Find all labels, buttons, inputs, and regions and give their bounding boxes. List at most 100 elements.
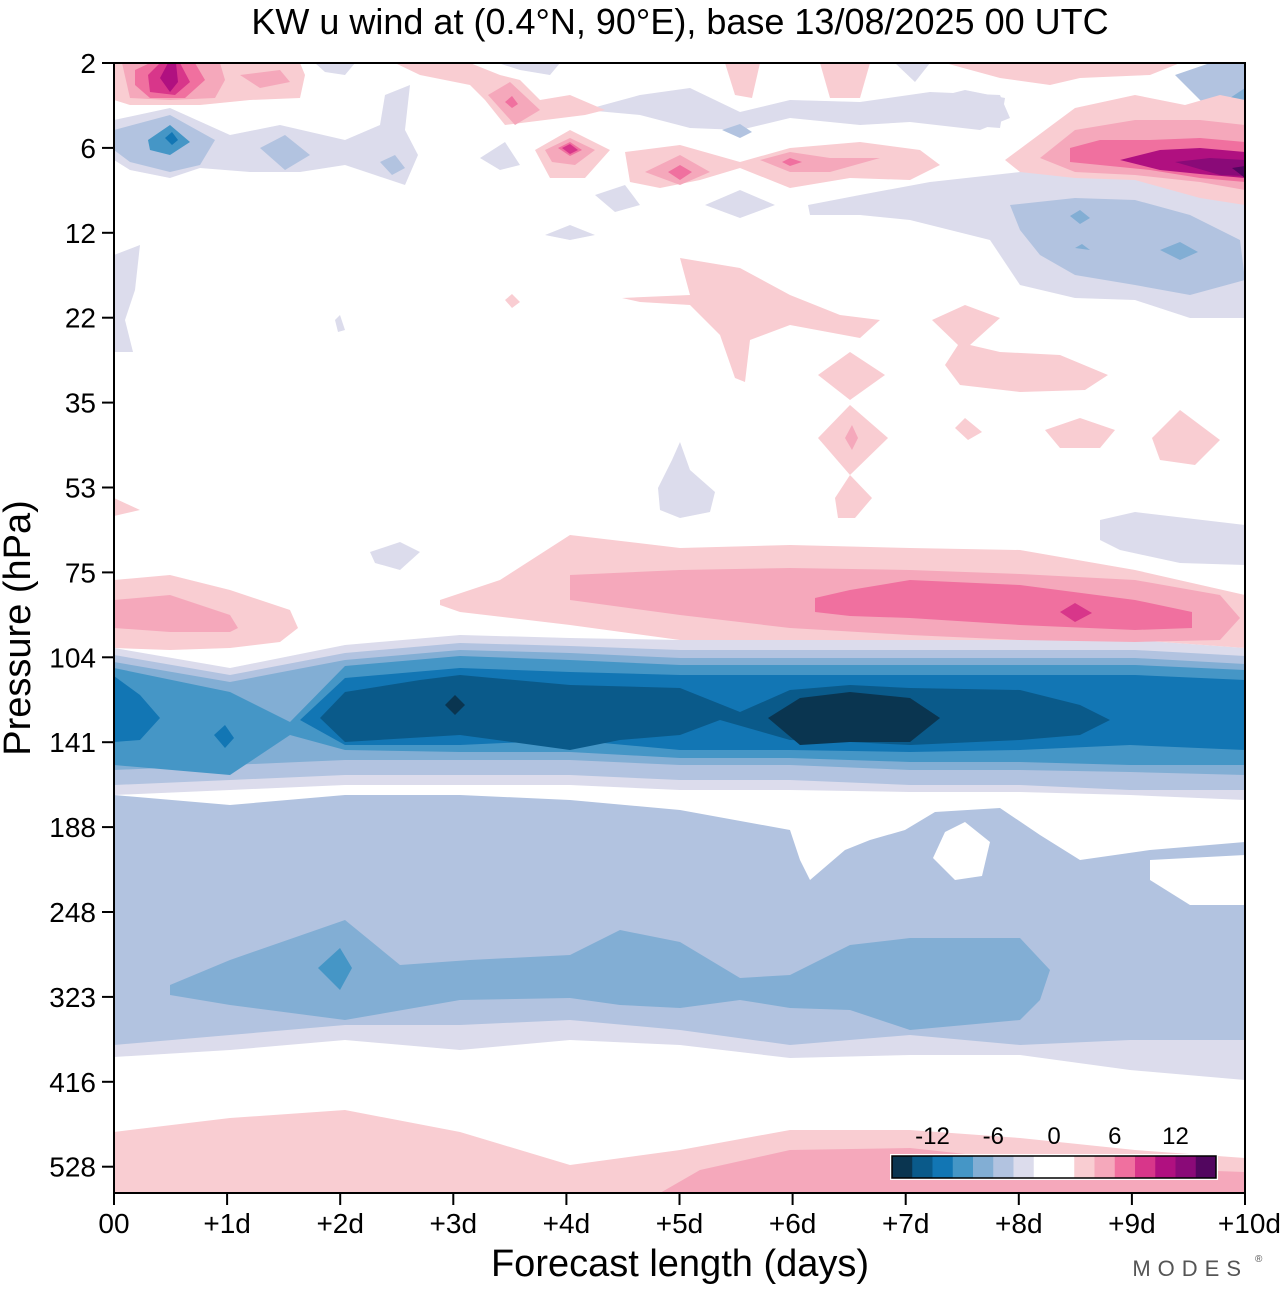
contour-53-neg-2-right bbox=[1100, 512, 1245, 565]
contour-65-neg-2 bbox=[370, 542, 420, 570]
contour-6-neg-mid-c bbox=[722, 124, 752, 138]
watermark-registered: ® bbox=[1255, 1254, 1263, 1265]
contour-6-pos-2 bbox=[535, 130, 940, 188]
contour-30-pos-2 bbox=[818, 352, 885, 400]
contour-40-pos-right-a bbox=[1045, 418, 1115, 448]
y-tick-label: 75 bbox=[65, 557, 96, 588]
y-tick-label: 188 bbox=[49, 812, 96, 843]
contour-12-neg-4 bbox=[1010, 198, 1245, 295]
contour-50-pos-left bbox=[114, 498, 140, 516]
y-tick-label: 22 bbox=[65, 303, 96, 334]
contour-85-pos-8 bbox=[1060, 603, 1092, 622]
contour-40-pos-4 bbox=[845, 425, 858, 450]
contour-6-pos-4 bbox=[545, 138, 880, 185]
y-tick-label: 248 bbox=[49, 897, 96, 928]
contour-2-pos-10 bbox=[160, 63, 178, 92]
contour-40-pos-2-b bbox=[835, 475, 872, 518]
contour-290-neg-6 bbox=[170, 920, 1050, 1030]
contour-2-neg-top-a bbox=[315, 63, 355, 75]
colorbar-swatch bbox=[1195, 1156, 1217, 1178]
colorbar-swatch bbox=[973, 1156, 994, 1178]
colorbar-tick-label: 12 bbox=[1162, 1123, 1189, 1150]
colorbar-swatch bbox=[1155, 1156, 1176, 1178]
contour-top-pos-right-b bbox=[820, 63, 870, 98]
y-tick-label: 6 bbox=[80, 133, 96, 164]
y-tick-label: 35 bbox=[65, 388, 96, 419]
contour-6-late-pos-16 bbox=[1232, 166, 1245, 178]
contour-fill-layer bbox=[114, 63, 1245, 1193]
colorbar-swatch bbox=[1114, 1156, 1136, 1178]
x-axis-label: Forecast length (days) bbox=[491, 1243, 869, 1285]
colorbar-tick-label: -6 bbox=[983, 1123, 1004, 1150]
x-tick-label: +10d bbox=[1218, 1208, 1280, 1239]
y-tick-label: 323 bbox=[49, 982, 96, 1013]
contour-22-neg-spot bbox=[335, 315, 345, 332]
contour-22-pos-spot bbox=[505, 294, 520, 308]
contour-85-pos-6 bbox=[815, 580, 1192, 630]
x-tick-label: +3d bbox=[430, 1208, 478, 1239]
contour-6-pos-6 bbox=[558, 142, 802, 180]
y-tick-label: 53 bbox=[65, 473, 96, 504]
x-tick-label: +9d bbox=[1108, 1208, 1156, 1239]
contour-6-neg-mid bbox=[480, 142, 520, 170]
contour-40-pos-right-c bbox=[955, 418, 982, 440]
chart-title: KW u wind at (0.4°N, 90°E), base 13/08/2… bbox=[251, 1, 1108, 42]
y-tick-label: 416 bbox=[49, 1067, 96, 1098]
colorbar-tick-label: -12 bbox=[915, 1123, 950, 1150]
y-tick-label: 141 bbox=[49, 727, 96, 758]
x-tick-label: +8d bbox=[995, 1208, 1043, 1239]
contour-20-neg-left bbox=[114, 245, 140, 352]
x-tick-label: +1d bbox=[203, 1208, 251, 1239]
contour-top-neg-right bbox=[895, 63, 1005, 128]
colorbar-swatch bbox=[912, 1156, 933, 1178]
x-tick-label: 00 bbox=[98, 1208, 129, 1239]
contour-4-pos-6 bbox=[505, 96, 518, 108]
colorbar-swatch bbox=[993, 1156, 1014, 1178]
contour-2-pos-right bbox=[240, 70, 290, 88]
y-axis-label: Pressure (hPa) bbox=[0, 500, 39, 756]
contour-22-pos-right bbox=[932, 305, 1108, 392]
colorbar-swatch bbox=[1013, 1156, 1035, 1178]
colorbar-swatch bbox=[1094, 1156, 1116, 1178]
contour-40-pos-right-b bbox=[1152, 410, 1220, 465]
contour-290-neg-4-hole bbox=[1150, 855, 1245, 905]
x-tick-label: +4d bbox=[543, 1208, 591, 1239]
x-tick-label: +6d bbox=[769, 1208, 817, 1239]
contour-6-neg-mid-b bbox=[585, 88, 1010, 130]
contour-12-neg-6 bbox=[1070, 210, 1198, 260]
y-axis: 2 6 12 22 35 53 75 104 141 188 248 323 416 528 bbox=[49, 48, 114, 1183]
contour-9-neg-small-a bbox=[705, 190, 775, 218]
y-tick-label: 528 bbox=[49, 1152, 96, 1183]
watermark-text: MODES bbox=[1132, 1256, 1248, 1281]
y-tick-label: 12 bbox=[65, 218, 96, 249]
contour-top-pos-right-c bbox=[945, 63, 1180, 85]
colorbar-swatch bbox=[952, 1156, 974, 1178]
contour-2-neg-top-b bbox=[498, 63, 560, 75]
contour-9-neg-small-b bbox=[595, 185, 640, 212]
contour-top-pos-right-a bbox=[725, 63, 760, 98]
contour-22-pos-2 bbox=[622, 258, 880, 382]
contour-jet-neg-8-spot bbox=[214, 725, 234, 748]
colorbar-swatch bbox=[1054, 1156, 1075, 1178]
x-tick-label: +2d bbox=[316, 1208, 364, 1239]
contour-53-neg-2 bbox=[658, 442, 715, 518]
colorbar-swatch bbox=[1135, 1156, 1156, 1178]
contour-290-neg-4-hole-small bbox=[933, 822, 990, 880]
colorbar-swatch bbox=[1175, 1156, 1197, 1178]
x-tick-label: +7d bbox=[882, 1208, 930, 1239]
contour-6-pos-8 bbox=[562, 144, 578, 154]
colorbar-swatch bbox=[1033, 1156, 1055, 1178]
contour-9-neg-small-c bbox=[545, 225, 595, 240]
colorbar-swatch bbox=[932, 1156, 954, 1178]
colorbar-frame bbox=[891, 1155, 1217, 1179]
colorbar-tick-label: 0 bbox=[1047, 1123, 1060, 1150]
contour-jet-neg-14 bbox=[445, 692, 940, 745]
contour-85-pos-left-4 bbox=[114, 595, 238, 632]
colorbar: -12 -6 0 6 12 bbox=[890, 1123, 1218, 1180]
contour-6-late-pos-14 bbox=[1175, 158, 1245, 176]
colorbar-swatch bbox=[1074, 1156, 1095, 1178]
contour-6-neg-4-c bbox=[380, 155, 405, 175]
x-tick-label: +5d bbox=[656, 1208, 704, 1239]
